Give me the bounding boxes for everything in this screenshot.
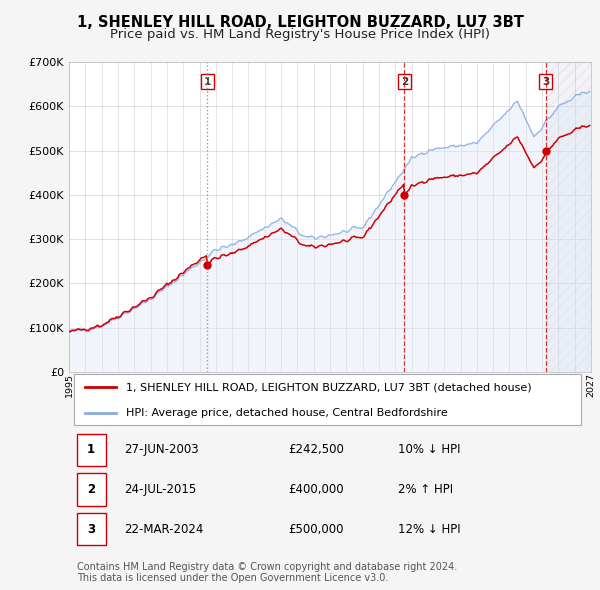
Text: 24-JUL-2015: 24-JUL-2015 <box>124 483 196 496</box>
FancyBboxPatch shape <box>77 474 106 506</box>
FancyBboxPatch shape <box>77 434 106 466</box>
FancyBboxPatch shape <box>77 513 106 545</box>
Bar <box>545 62 591 372</box>
Text: 1, SHENLEY HILL ROAD, LEIGHTON BUZZARD, LU7 3BT (detached house): 1, SHENLEY HILL ROAD, LEIGHTON BUZZARD, … <box>127 382 532 392</box>
Text: 12% ↓ HPI: 12% ↓ HPI <box>398 523 460 536</box>
Text: 3: 3 <box>542 77 549 87</box>
Text: Contains HM Land Registry data © Crown copyright and database right 2024.
This d: Contains HM Land Registry data © Crown c… <box>77 562 457 583</box>
Text: £500,000: £500,000 <box>288 523 344 536</box>
Text: 2: 2 <box>87 483 95 496</box>
Text: 2% ↑ HPI: 2% ↑ HPI <box>398 483 453 496</box>
Text: 22-MAR-2024: 22-MAR-2024 <box>124 523 203 536</box>
Text: 1, SHENLEY HILL ROAD, LEIGHTON BUZZARD, LU7 3BT: 1, SHENLEY HILL ROAD, LEIGHTON BUZZARD, … <box>77 15 523 30</box>
Text: 2: 2 <box>401 77 408 87</box>
Text: Price paid vs. HM Land Registry's House Price Index (HPI): Price paid vs. HM Land Registry's House … <box>110 28 490 41</box>
Text: 3: 3 <box>87 523 95 536</box>
Text: 1: 1 <box>87 444 95 457</box>
Text: 1: 1 <box>204 77 211 87</box>
Text: HPI: Average price, detached house, Central Bedfordshire: HPI: Average price, detached house, Cent… <box>127 408 448 418</box>
FancyBboxPatch shape <box>74 374 581 425</box>
Text: £400,000: £400,000 <box>288 483 344 496</box>
Text: 27-JUN-2003: 27-JUN-2003 <box>124 444 199 457</box>
Text: 10% ↓ HPI: 10% ↓ HPI <box>398 444 460 457</box>
Text: £242,500: £242,500 <box>288 444 344 457</box>
